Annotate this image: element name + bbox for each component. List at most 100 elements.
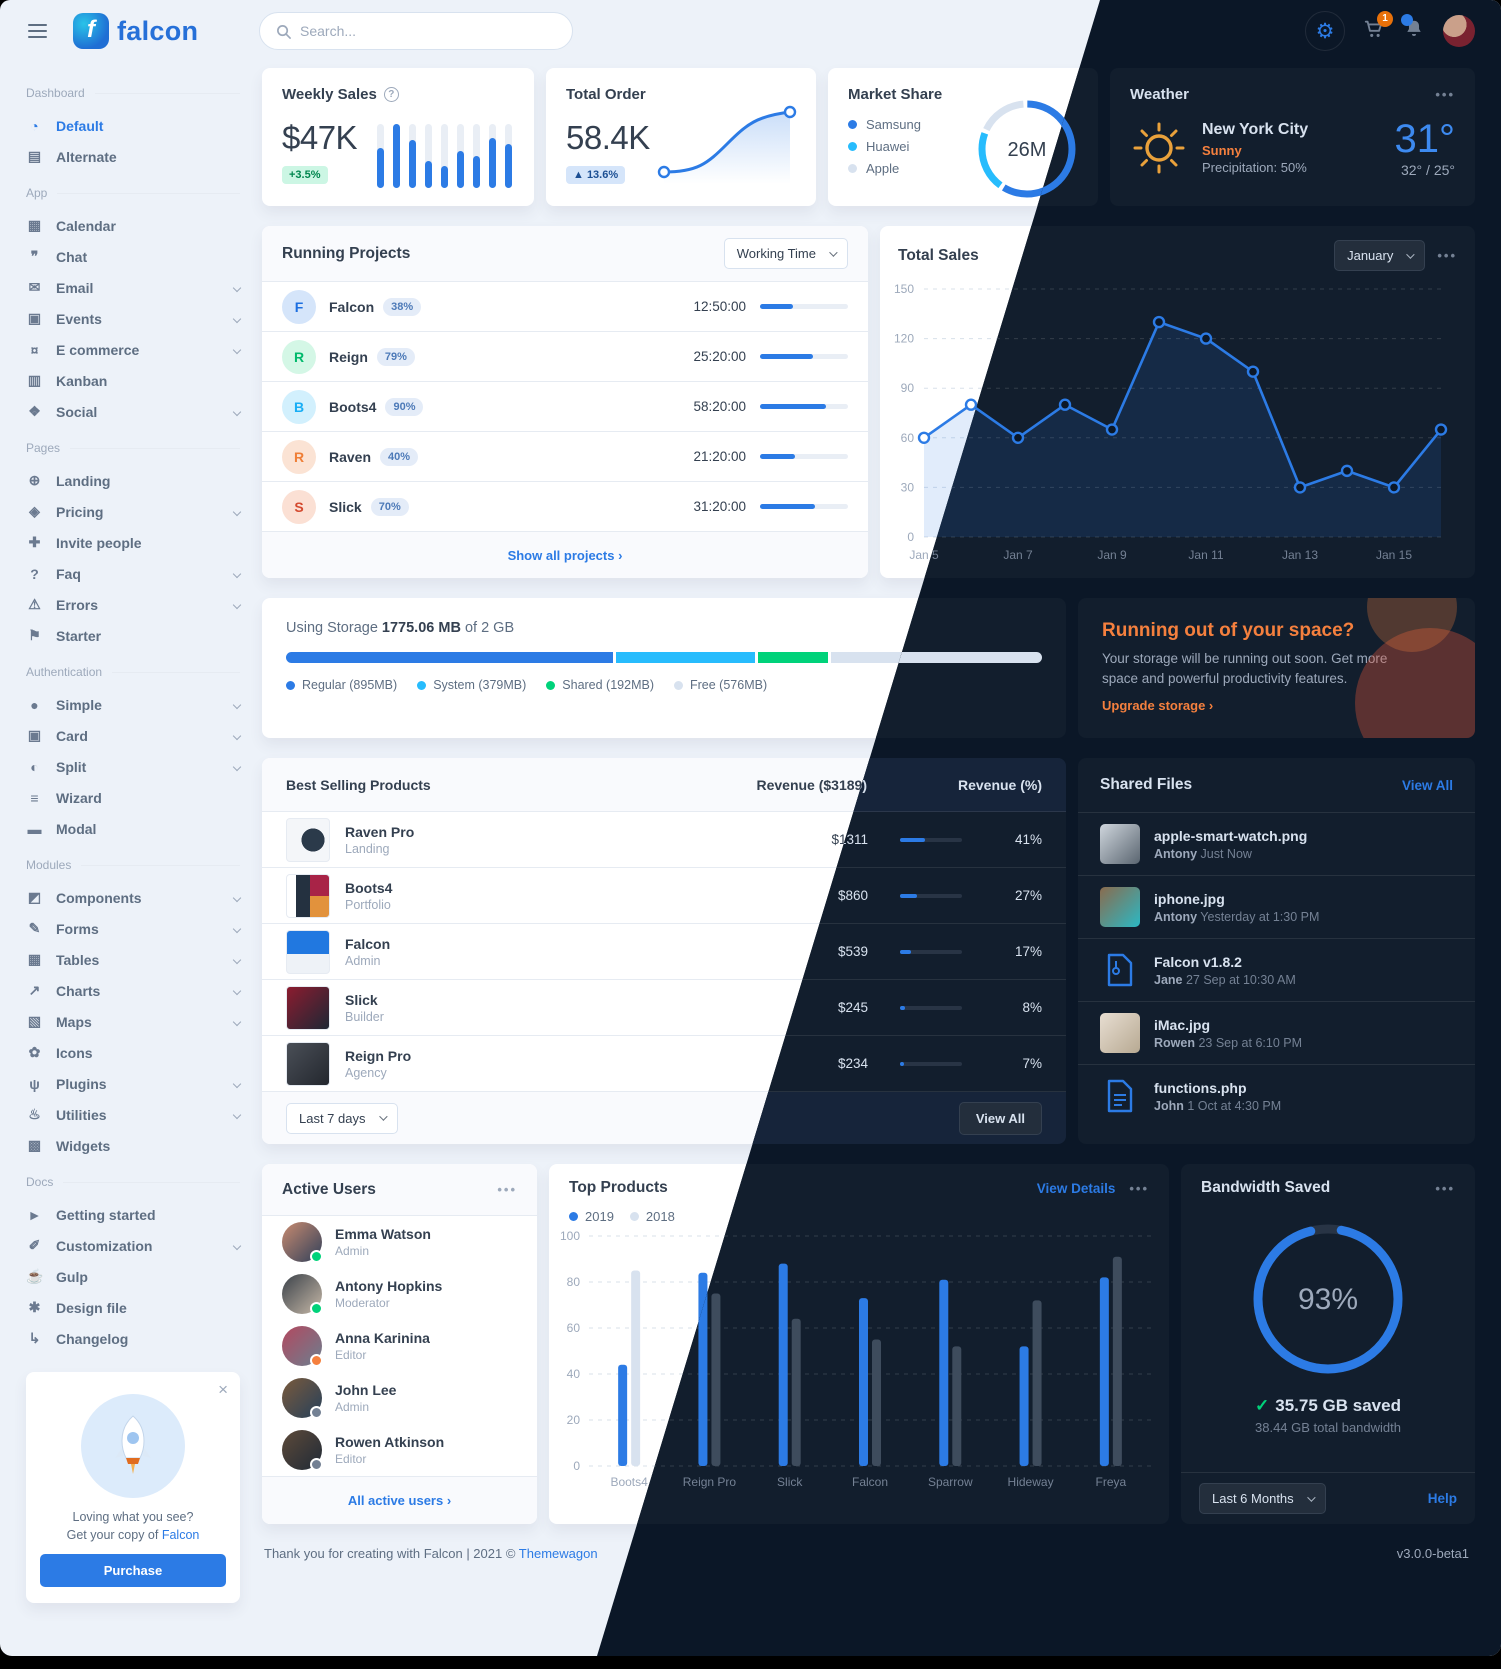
weekly-sales-bar — [425, 124, 432, 188]
sidebar-item-chat[interactable]: ❞ Chat — [26, 241, 240, 272]
top-products-menu-icon[interactable]: ••• — [1129, 1180, 1149, 1196]
weather-menu-icon[interactable]: ••• — [1435, 87, 1455, 102]
product-category: Admin — [345, 953, 381, 968]
all-active-users-link[interactable]: All active users › — [347, 1493, 452, 1508]
show-all-projects-link[interactable]: Show all projects › — [507, 547, 623, 563]
bandwidth-total: 38.44 GB total bandwidth — [1255, 1420, 1401, 1435]
sidebar-item-events[interactable]: ▣ Events — [26, 303, 242, 334]
sidebar-item-charts[interactable]: ↗ Charts — [26, 975, 242, 1006]
sidebar-item-utilities[interactable]: ♨ Utilities — [26, 1099, 242, 1130]
sidebar-item-forms[interactable]: ✎ Forms — [26, 913, 242, 944]
sidebar-item-calendar[interactable]: ▦ Calendar — [26, 210, 240, 241]
user-avatar[interactable] — [1443, 15, 1475, 47]
sidebar-item-modal[interactable]: ▬ Modal — [26, 813, 240, 844]
shared-file-row[interactable]: apple-smart-watch.png Antony Just Now — [1078, 812, 1475, 875]
active-user-row[interactable]: Emma Watson Admin — [262, 1216, 537, 1268]
themewagon-link[interactable]: Themewagon — [518, 1546, 598, 1561]
sidebar-item-getting-started[interactable]: ► Getting started — [26, 1199, 240, 1230]
sidebar-item-e-commerce[interactable]: ¤ E commerce — [26, 334, 242, 365]
sidebar-item-label: Card — [56, 727, 88, 744]
user-avatar — [282, 1274, 323, 1315]
view-all-button[interactable]: View All — [958, 1101, 1042, 1135]
cart-button[interactable]: 1 — [1363, 10, 1393, 45]
sidebar-item-email[interactable]: ✉ Email — [26, 272, 242, 303]
sidebar-item-maps[interactable]: ▧ Maps — [26, 1006, 242, 1037]
shared-file-row[interactable]: iphone.jpg Antony Yesterday at 1:30 PM — [1078, 875, 1475, 938]
promo-falcon-link[interactable]: Falcon — [161, 1528, 200, 1543]
active-user-row[interactable]: Rowen Atkinson Editor — [262, 1424, 537, 1476]
top-products-legend-item[interactable]: 2019 — [569, 1209, 614, 1224]
sidebar-item-wizard[interactable]: ≡ Wizard — [26, 782, 240, 813]
hamburger-menu-icon[interactable] — [28, 20, 47, 42]
sidebar-item-alternate[interactable]: ▤ Alternate — [26, 141, 240, 172]
sidebar-item-tables[interactable]: ▦ Tables — [26, 944, 242, 975]
sidebar-item-invite-people[interactable]: ✚ Invite people — [26, 527, 240, 558]
file-text: iphone.jpg Antony Yesterday at 1:30 PM — [1154, 891, 1319, 924]
upgrade-storage-card: Running out of your space? Your storage … — [1078, 598, 1475, 738]
sidebar-item-changelog[interactable]: ↳ Changelog — [26, 1323, 240, 1354]
sidebar-item-components[interactable]: ◩ Components — [26, 882, 242, 913]
sidebar-item-card[interactable]: ▣ Card — [26, 720, 242, 751]
settings-button[interactable]: ⚙ — [1305, 11, 1345, 51]
product-revenue-pct: 7% — [1022, 1056, 1042, 1071]
month-select[interactable]: January — [1334, 240, 1426, 271]
user-plus-icon: ✚ — [28, 534, 41, 550]
view-details-link[interactable]: View Details — [1036, 1180, 1116, 1196]
bandwidth-menu-icon[interactable]: ••• — [1435, 1180, 1455, 1196]
sidebar-item-icons[interactable]: ✿ Icons — [26, 1037, 240, 1068]
info-icon[interactable]: ? — [383, 87, 399, 102]
upgrade-storage-link[interactable]: Upgrade storage › — [1102, 698, 1214, 714]
sidebar-item-simple[interactable]: ● Simple — [26, 689, 242, 720]
sidebar-item-starter[interactable]: ⚑ Starter — [26, 620, 240, 651]
project-percent-badge: 40% — [380, 447, 419, 466]
sidebar-item-label: Widgets — [56, 1137, 111, 1154]
shared-file-row[interactable]: functions.php John 1 Oct at 4:30 PM — [1078, 1064, 1475, 1127]
last-7-days-select[interactable]: Last 7 days — [286, 1102, 398, 1134]
sidebar-item-social[interactable]: ❖ Social — [26, 396, 242, 427]
active-user-row[interactable]: Antony Hopkins Moderator — [262, 1268, 537, 1320]
project-time: 12:50:00 — [693, 299, 746, 314]
sidebar-item-split[interactable]: ◐ Split — [26, 751, 242, 782]
search-input[interactable]: Search... — [259, 12, 573, 50]
shared-file-row[interactable]: iMac.jpg Rowen 23 Sep at 6:10 PM — [1078, 1001, 1475, 1064]
sidebar-item-default[interactable]: ◔ Default — [26, 110, 240, 141]
sidebar-item-kanban[interactable]: ▥ Kanban — [26, 365, 240, 396]
sidebar-item-label: Customization — [56, 1237, 153, 1254]
help-link[interactable]: Help — [1427, 1491, 1457, 1506]
working-time-select[interactable]: Working Time — [723, 238, 848, 269]
project-percent-badge: 79% — [376, 347, 415, 366]
active-users-menu-icon[interactable]: ••• — [497, 1182, 517, 1197]
sidebar-item-design-file[interactable]: ✱ Design file — [26, 1292, 240, 1323]
shared-file-row[interactable]: Falcon v1.8.2 Jane 27 Sep at 10:30 AM — [1078, 938, 1475, 1001]
shared-files-view-all-link[interactable]: View All — [1401, 777, 1453, 793]
project-name: Reign — [329, 348, 368, 365]
sidebar-item-customization[interactable]: ✐ Customization — [26, 1230, 242, 1261]
sidebar-item-label: Alternate — [56, 148, 117, 165]
chevron-down-icon — [232, 986, 242, 995]
top-products-legend-item[interactable]: 2018 — [629, 1209, 675, 1224]
active-user-row[interactable]: Anna Karinina Editor — [262, 1320, 537, 1372]
sidebar-item-gulp[interactable]: ☕ Gulp — [26, 1261, 240, 1292]
close-icon[interactable]: × — [218, 1380, 228, 1399]
project-name: Slick — [329, 498, 362, 515]
notifications-button[interactable] — [1401, 13, 1425, 45]
sidebar-item-pricing[interactable]: ◈ Pricing — [26, 496, 242, 527]
falcon-logo[interactable]: falcon — [73, 13, 259, 49]
project-progress — [760, 404, 848, 409]
last-6-months-select[interactable]: Last 6 Months — [1199, 1483, 1326, 1514]
sidebar-item-errors[interactable]: ⚠ Errors — [26, 589, 242, 620]
divider — [81, 864, 240, 866]
sidebar-item-plugins[interactable]: ψ Plugins — [26, 1068, 242, 1099]
active-user-row[interactable]: John Lee Admin — [262, 1372, 537, 1424]
project-progress — [760, 354, 848, 359]
storage-used: 1775.06 MB — [381, 620, 461, 636]
sidebar-item-landing[interactable]: ⊕ Landing — [26, 465, 240, 496]
purchase-button[interactable]: Purchase — [40, 1554, 226, 1588]
sidebar-item-faq[interactable]: ? Faq — [26, 558, 242, 589]
sidebar-item-widgets[interactable]: ▩ Widgets — [26, 1130, 240, 1161]
total-sales-menu-icon[interactable]: ••• — [1437, 248, 1457, 263]
